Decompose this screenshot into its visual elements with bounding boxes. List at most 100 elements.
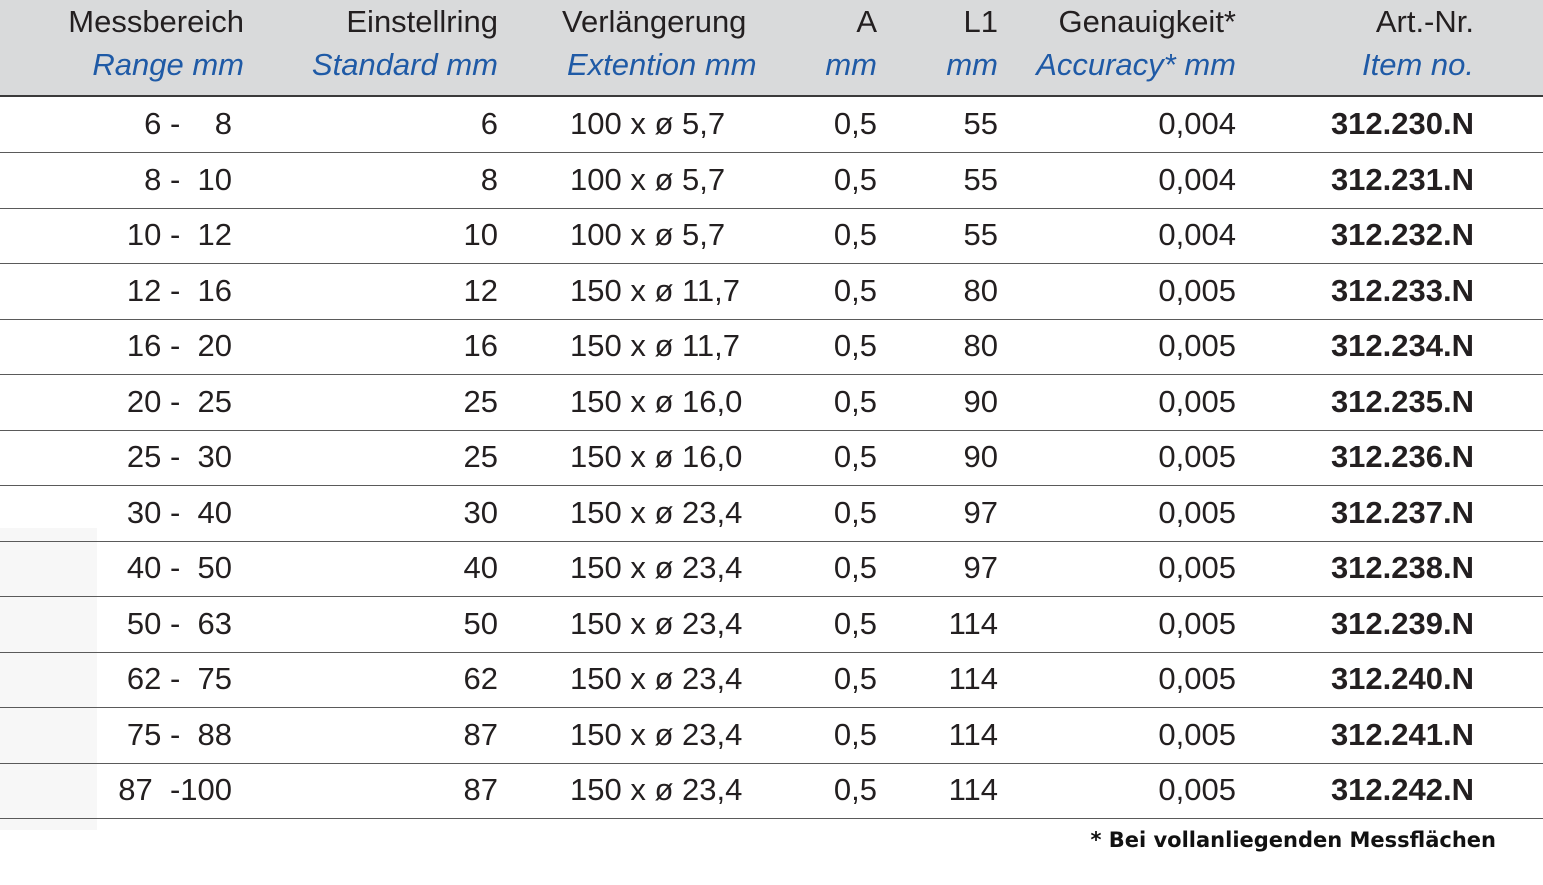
- cell-standard: 16: [463, 328, 498, 363]
- cell-item: 312.233.N: [1330, 272, 1474, 308]
- cell-range: 75 - 88: [126, 716, 232, 752]
- cell-accuracy: 0,005: [1158, 605, 1236, 641]
- cell-a: 0,5: [833, 494, 877, 530]
- cell-standard: 10: [463, 217, 498, 252]
- cell-a: 0,5: [833, 550, 877, 585]
- col-a-de: A: [856, 4, 877, 39]
- cell-item: 312.242.N: [1330, 772, 1474, 807]
- cell-extension: 100 x ø 5,7: [570, 161, 726, 197]
- cell-extension: 150 x ø 23,4: [570, 605, 743, 641]
- cell-accuracy: 0,005: [1158, 328, 1236, 363]
- cell-accuracy: 0,004: [1158, 217, 1236, 252]
- cell-extension: 150 x ø 23,4: [570, 772, 743, 807]
- col-l1-en: mm: [946, 47, 998, 82]
- cell-range: 25 - 30: [126, 439, 232, 474]
- cell-a: 0,5: [833, 772, 877, 807]
- cell-item: 312.234.N: [1330, 328, 1474, 363]
- cell-range: 12 - 16: [126, 272, 232, 308]
- cell-accuracy: 0,005: [1158, 439, 1236, 474]
- cell-standard: 25: [463, 383, 498, 419]
- cell-item: 312.231.N: [1330, 161, 1474, 197]
- cell-l1: 55: [963, 106, 998, 141]
- cell-item: 312.240.N: [1330, 661, 1474, 696]
- cell-accuracy: 0,005: [1158, 661, 1236, 696]
- cell-item: 312.230.N: [1330, 106, 1474, 141]
- cell-extension: 150 x ø 23,4: [570, 550, 743, 585]
- cell-range: 10 - 12: [126, 217, 232, 252]
- table-row: 25 - 30 25 150 x ø 16,0 0,5 90 0,005 312.236.N: [0, 430, 1543, 486]
- cell-l1: 90: [963, 383, 998, 419]
- cell-a: 0,5: [833, 272, 877, 308]
- cell-l1: 55: [963, 217, 998, 252]
- table-row: 87 -100 87 150 x ø 23,4 0,5 114 0,005 312.242.…: [0, 763, 1543, 819]
- cell-l1: 114: [948, 772, 998, 807]
- cell-item: 312.239.N: [1330, 605, 1474, 641]
- cell-accuracy: 0,005: [1158, 716, 1236, 752]
- cell-a: 0,5: [833, 161, 877, 197]
- col-standard-de: Einstellring: [346, 4, 498, 39]
- cell-l1: 55: [963, 161, 998, 197]
- cell-a: 0,5: [833, 439, 877, 474]
- col-item-de: Art.-Nr.: [1375, 4, 1474, 39]
- cell-extension: 100 x ø 5,7: [570, 106, 726, 141]
- cell-standard: 12: [463, 272, 498, 308]
- col-range-de: Messbereich: [68, 4, 244, 39]
- cell-a: 0,5: [833, 328, 877, 363]
- col-range-en: Range mm: [92, 47, 244, 82]
- cell-extension: 150 x ø 23,4: [570, 716, 743, 752]
- col-accuracy-de: Genauigkeit*: [1058, 4, 1236, 39]
- cell-extension: 150 x ø 16,0: [570, 383, 743, 419]
- cell-a: 0,5: [833, 605, 877, 641]
- cell-item: 312.236.N: [1330, 439, 1474, 474]
- cell-l1: 114: [948, 661, 998, 696]
- cell-extension: 150 x ø 23,4: [570, 494, 743, 530]
- col-extension-en: Extention mm: [567, 47, 757, 82]
- cell-accuracy: 0,005: [1158, 272, 1236, 308]
- cell-range: 87 -100: [118, 772, 232, 807]
- cell-a: 0,5: [833, 217, 877, 252]
- cell-range: 8 - 10: [144, 161, 232, 197]
- table-row: 30 - 40 30 150 x ø 23,4 0,5 97 0,005 312.237.N: [0, 486, 1543, 542]
- cell-item: 312.238.N: [1330, 550, 1474, 585]
- table-row: 75 - 88 87 150 x ø 23,4 0,5 114 0,005 312.241.…: [0, 708, 1543, 764]
- table-row: 62 - 75 62 150 x ø 23,4 0,5 114 0,005 312.240.…: [0, 652, 1543, 708]
- col-extension-de: Verlängerung: [562, 4, 747, 39]
- cell-range: 62 - 75: [126, 661, 232, 696]
- cell-l1: 97: [963, 550, 998, 585]
- cell-range: 6 - 8: [144, 106, 232, 141]
- cell-item: 312.232.N: [1330, 217, 1474, 252]
- table-row: 6 - 8 6 100 x ø 5,7 0,5 55 0,004 312.230.N: [0, 97, 1543, 153]
- cell-a: 0,5: [833, 661, 877, 696]
- cell-accuracy: 0,004: [1158, 161, 1236, 197]
- cell-extension: 150 x ø 23,4: [570, 661, 743, 696]
- table-row: 20 - 25 25 150 x ø 16,0 0,5 90 0,005 312.235.N: [0, 375, 1543, 431]
- cell-standard: 25: [463, 439, 498, 474]
- col-a-en: mm: [825, 47, 877, 82]
- cell-standard: 87: [463, 772, 498, 807]
- cell-standard: 8: [480, 161, 498, 197]
- cell-item: 312.237.N: [1330, 494, 1474, 530]
- table-row: 50 - 63 50 150 x ø 23,4 0,5 114 0,005 312.239.…: [0, 597, 1543, 653]
- cell-item: 312.235.N: [1330, 383, 1474, 419]
- cell-extension: 150 x ø 11,7: [570, 272, 741, 308]
- cell-standard: 40: [463, 550, 498, 585]
- cell-range: 30 - 40: [126, 494, 232, 530]
- cell-extension: 150 x ø 11,7: [570, 328, 741, 363]
- table-row: 10 - 12 10 100 x ø 5,7 0,5 55 0,004 312.232.N: [0, 208, 1543, 264]
- cell-l1: 80: [963, 272, 998, 308]
- cell-l1: 97: [963, 494, 998, 530]
- cell-standard: 50: [463, 605, 498, 641]
- cell-accuracy: 0,004: [1158, 106, 1236, 141]
- cell-accuracy: 0,005: [1158, 772, 1236, 807]
- cell-a: 0,5: [833, 716, 877, 752]
- table-row: 16 - 20 16 150 x ø 11,7 0,5 80 0,005 312.234.N: [0, 319, 1543, 375]
- cell-standard: 6: [480, 106, 498, 141]
- cell-standard: 30: [463, 494, 498, 530]
- table-row: 8 - 10 8 100 x ø 5,7 0,5 55 0,004 312.231.N: [0, 153, 1543, 209]
- table-header: Messbereich Range mm Einstellring Standa…: [0, 0, 1543, 97]
- cell-extension: 100 x ø 5,7: [570, 217, 726, 252]
- table-row: 40 - 50 40 150 x ø 23,4 0,5 97 0,005 312.238.N: [0, 541, 1543, 597]
- cell-l1: 90: [963, 439, 998, 474]
- table-row: 12 - 16 12 150 x ø 11,7 0,5 80 0,005 312.233.N: [0, 264, 1543, 320]
- cell-l1: 114: [948, 605, 998, 641]
